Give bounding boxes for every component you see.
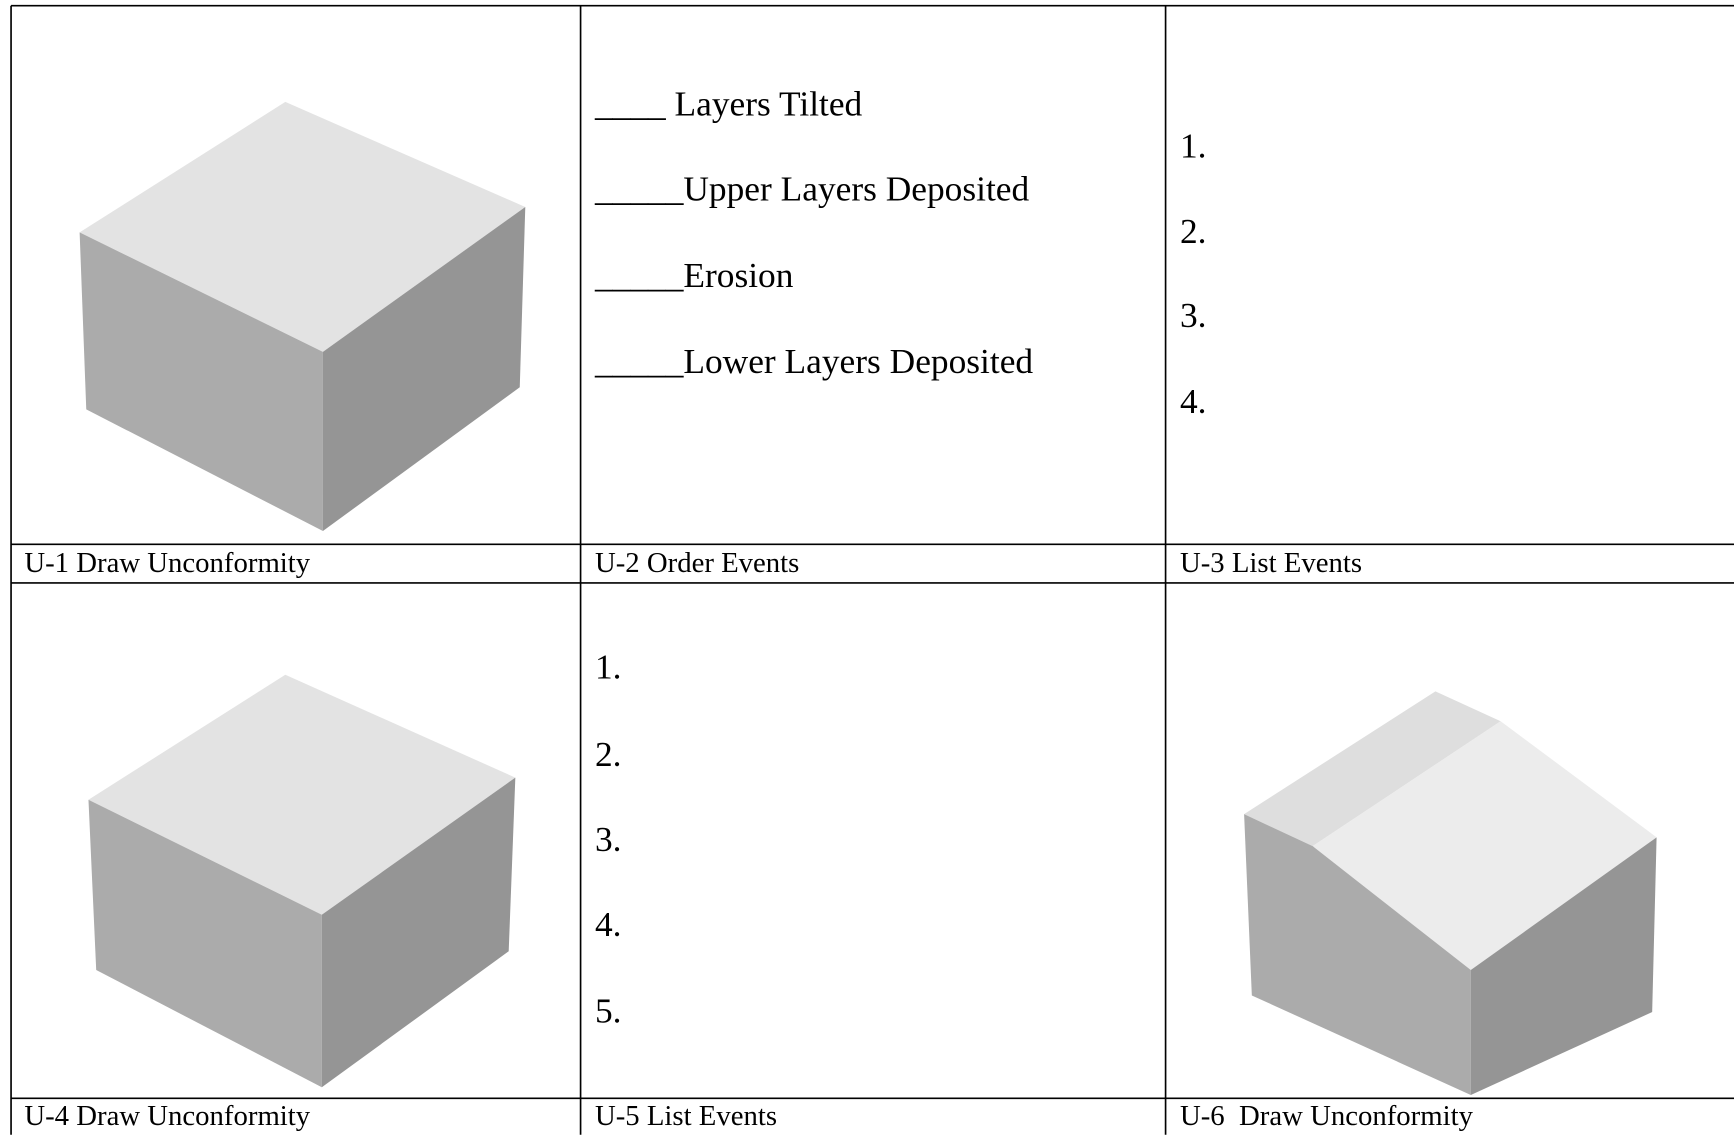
block-top	[88, 674, 516, 915]
block-diagram	[88, 674, 516, 1088]
block-right	[1470, 837, 1657, 1095]
event-line: ____ Layers Tilted	[594, 84, 863, 124]
block-top	[1312, 721, 1657, 971]
list-number: 2.	[1180, 211, 1207, 251]
block-right	[321, 777, 516, 1088]
event-line: _____Erosion	[594, 255, 794, 295]
block-left	[1244, 814, 1471, 1095]
list-number: 4.	[1180, 381, 1207, 421]
event-line: _____Lower Layers Deposited	[594, 341, 1033, 381]
block-diagram	[1244, 691, 1657, 1095]
block-left	[88, 799, 322, 1088]
list-number: 1.	[595, 646, 622, 686]
cell-caption: U-3 List Events	[1180, 547, 1362, 579]
cell-caption: U-4 Draw Unconformity	[24, 1100, 310, 1132]
block-left	[79, 232, 323, 532]
cell-caption: U-1 Draw Unconformity	[24, 547, 310, 579]
block-top	[79, 101, 526, 352]
block-right	[322, 206, 526, 532]
block-top	[1244, 691, 1501, 847]
block-diagram	[79, 101, 526, 532]
list-number: 5.	[595, 990, 622, 1030]
cell-caption: U-5 List Events	[595, 1100, 777, 1132]
table-grid	[10, 4, 1734, 1135]
list-number: 2.	[595, 734, 622, 774]
list-number: 4.	[595, 904, 622, 944]
list-number: 3.	[1180, 295, 1207, 335]
list-number: 3.	[595, 819, 622, 859]
cell-caption: U-2 Order Events	[595, 547, 799, 579]
list-number: 1.	[1180, 126, 1207, 166]
event-line: _____Upper Layers Deposited	[594, 169, 1030, 209]
cell-caption: U-6 Draw Unconformity	[1180, 1100, 1474, 1132]
